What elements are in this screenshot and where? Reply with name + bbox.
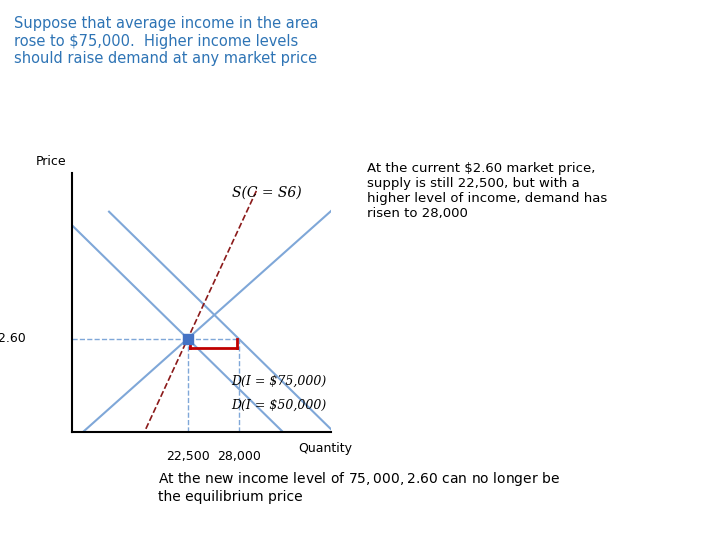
Text: $2.60: $2.60 — [0, 332, 25, 345]
Text: D(I = $50,000): D(I = $50,000) — [231, 399, 326, 411]
Text: Suppose that average income in the area
rose to $75,000.  Higher income levels
s: Suppose that average income in the area … — [14, 16, 319, 66]
Text: S(C = S6): S(C = S6) — [232, 186, 301, 200]
Text: Price: Price — [36, 154, 66, 167]
Text: D(I = $75,000): D(I = $75,000) — [231, 375, 326, 388]
Text: Quantity: Quantity — [298, 442, 352, 455]
Text: At the current $2.60 market price,
supply is still 22,500, but with a
higher lev: At the current $2.60 market price, suppl… — [367, 162, 608, 220]
Text: At the new income level of $75,000, $2.60 can no longer be
the equilibrium price: At the new income level of $75,000, $2.6… — [158, 470, 560, 504]
Text: 22,500: 22,500 — [166, 450, 210, 463]
Text: 28,000: 28,000 — [217, 450, 261, 463]
